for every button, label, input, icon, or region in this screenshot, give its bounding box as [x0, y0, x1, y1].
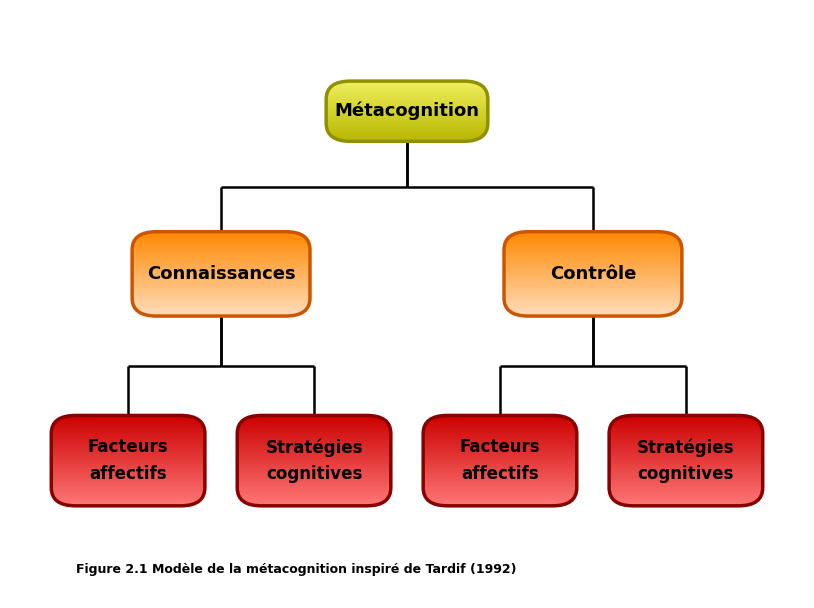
Text: Stratégies
cognitives: Stratégies cognitives: [265, 438, 363, 483]
Text: Facteurs
affectifs: Facteurs affectifs: [88, 438, 168, 483]
Text: Connaissances: Connaissances: [147, 265, 295, 283]
Text: Figure 2.1 Modèle de la métacognition inspiré de Tardif (1992): Figure 2.1 Modèle de la métacognition in…: [76, 562, 516, 576]
Text: Contrôle: Contrôle: [549, 265, 636, 283]
Text: Stratégies
cognitives: Stratégies cognitives: [637, 438, 735, 483]
Text: Facteurs
affectifs: Facteurs affectifs: [460, 438, 540, 483]
Text: Métacognition: Métacognition: [335, 102, 479, 120]
